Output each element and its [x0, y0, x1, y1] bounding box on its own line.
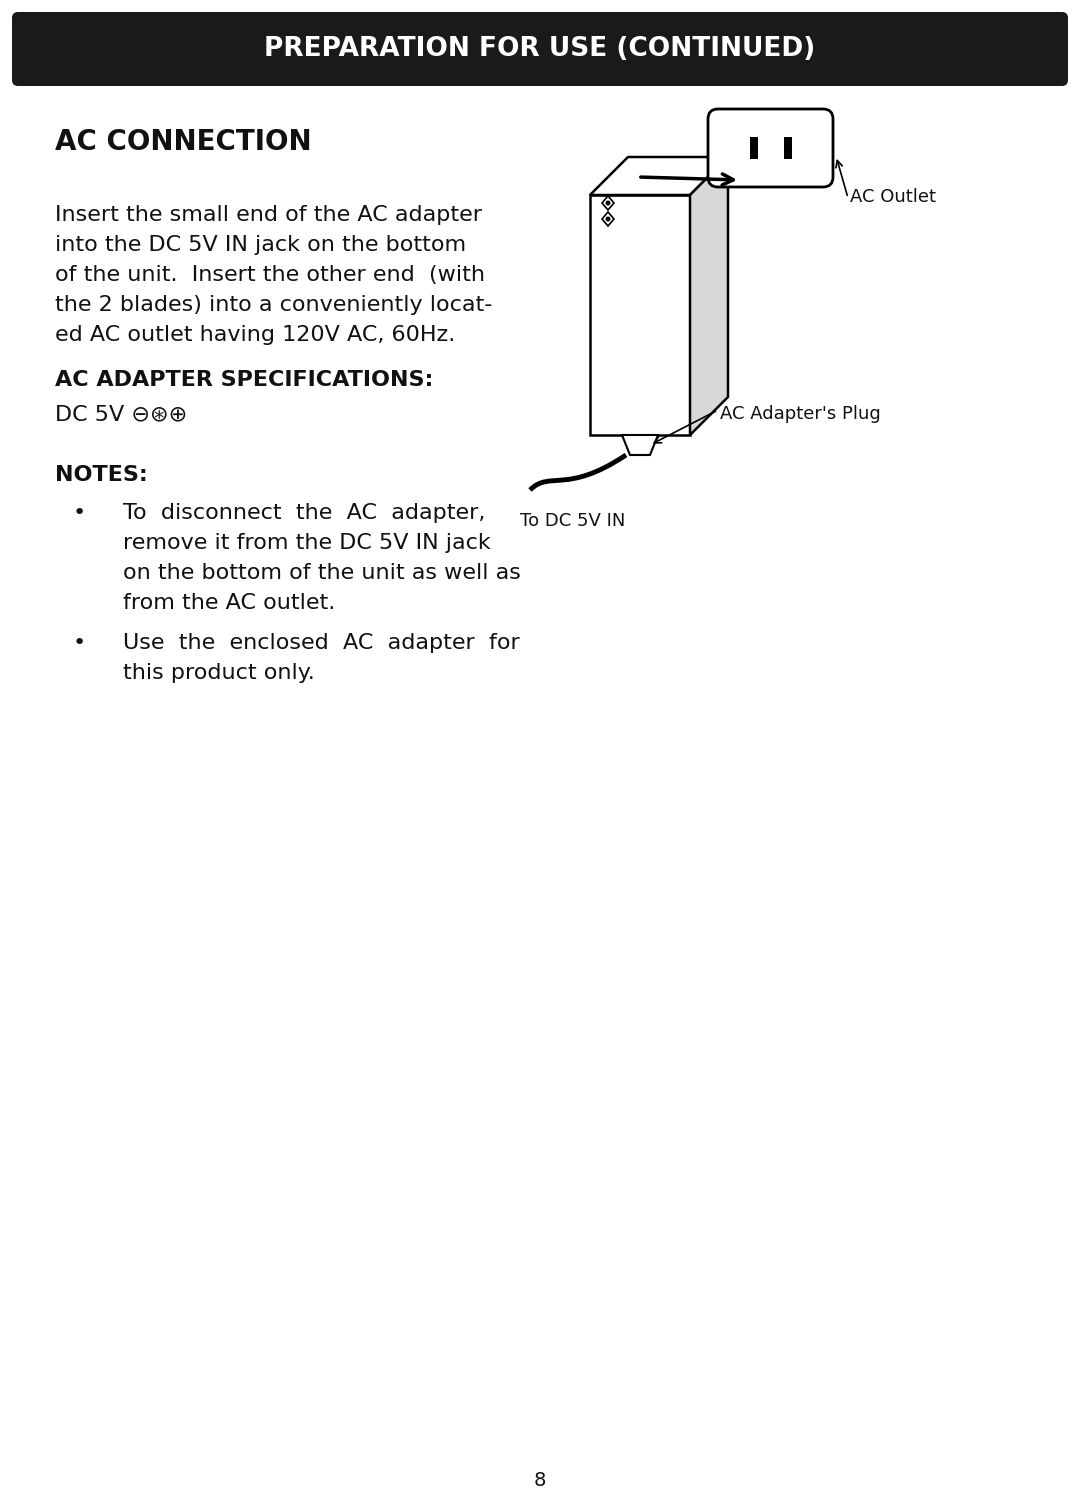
Text: from the AC outlet.: from the AC outlet. — [123, 593, 335, 612]
Bar — [750, 138, 758, 159]
Text: •: • — [73, 634, 86, 653]
Text: of the unit.  Insert the other end  (with: of the unit. Insert the other end (with — [55, 265, 485, 284]
Text: AC Outlet: AC Outlet — [850, 187, 936, 206]
Text: To  disconnect  the  AC  adapter,: To disconnect the AC adapter, — [123, 503, 485, 523]
Text: AC Adapter's Plug: AC Adapter's Plug — [720, 405, 881, 423]
Polygon shape — [622, 435, 658, 455]
Polygon shape — [590, 157, 728, 195]
Text: the 2 blades) into a conveniently locat-: the 2 blades) into a conveniently locat- — [55, 295, 492, 314]
FancyBboxPatch shape — [12, 12, 1068, 86]
Text: AC CONNECTION: AC CONNECTION — [55, 129, 312, 156]
Text: NOTES:: NOTES: — [55, 466, 148, 485]
FancyBboxPatch shape — [708, 109, 833, 187]
Polygon shape — [590, 195, 690, 435]
Text: Use  the  enclosed  AC  adapter  for: Use the enclosed AC adapter for — [123, 634, 519, 653]
Circle shape — [606, 216, 610, 221]
Text: remove it from the DC 5V IN jack: remove it from the DC 5V IN jack — [123, 534, 490, 553]
Polygon shape — [690, 157, 728, 435]
Text: DC 5V ⊖⊛⊕: DC 5V ⊖⊛⊕ — [55, 404, 187, 423]
Text: on the bottom of the unit as well as: on the bottom of the unit as well as — [123, 562, 521, 584]
Text: •: • — [73, 503, 86, 523]
Text: into the DC 5V IN jack on the bottom: into the DC 5V IN jack on the bottom — [55, 234, 467, 256]
Text: PREPARATION FOR USE (CONTINUED): PREPARATION FOR USE (CONTINUED) — [265, 36, 815, 62]
Circle shape — [606, 201, 610, 206]
Polygon shape — [602, 197, 615, 210]
Text: To DC 5V IN: To DC 5V IN — [519, 513, 625, 531]
Text: 8: 8 — [534, 1471, 546, 1489]
Text: AC ADAPTER SPECIFICATIONS:: AC ADAPTER SPECIFICATIONS: — [55, 370, 433, 390]
Bar — [784, 138, 792, 159]
Polygon shape — [602, 212, 615, 225]
Text: ed AC outlet having 120V AC, 60Hz.: ed AC outlet having 120V AC, 60Hz. — [55, 325, 456, 345]
Text: this product only.: this product only. — [123, 662, 314, 683]
Text: Insert the small end of the AC adapter: Insert the small end of the AC adapter — [55, 206, 482, 225]
